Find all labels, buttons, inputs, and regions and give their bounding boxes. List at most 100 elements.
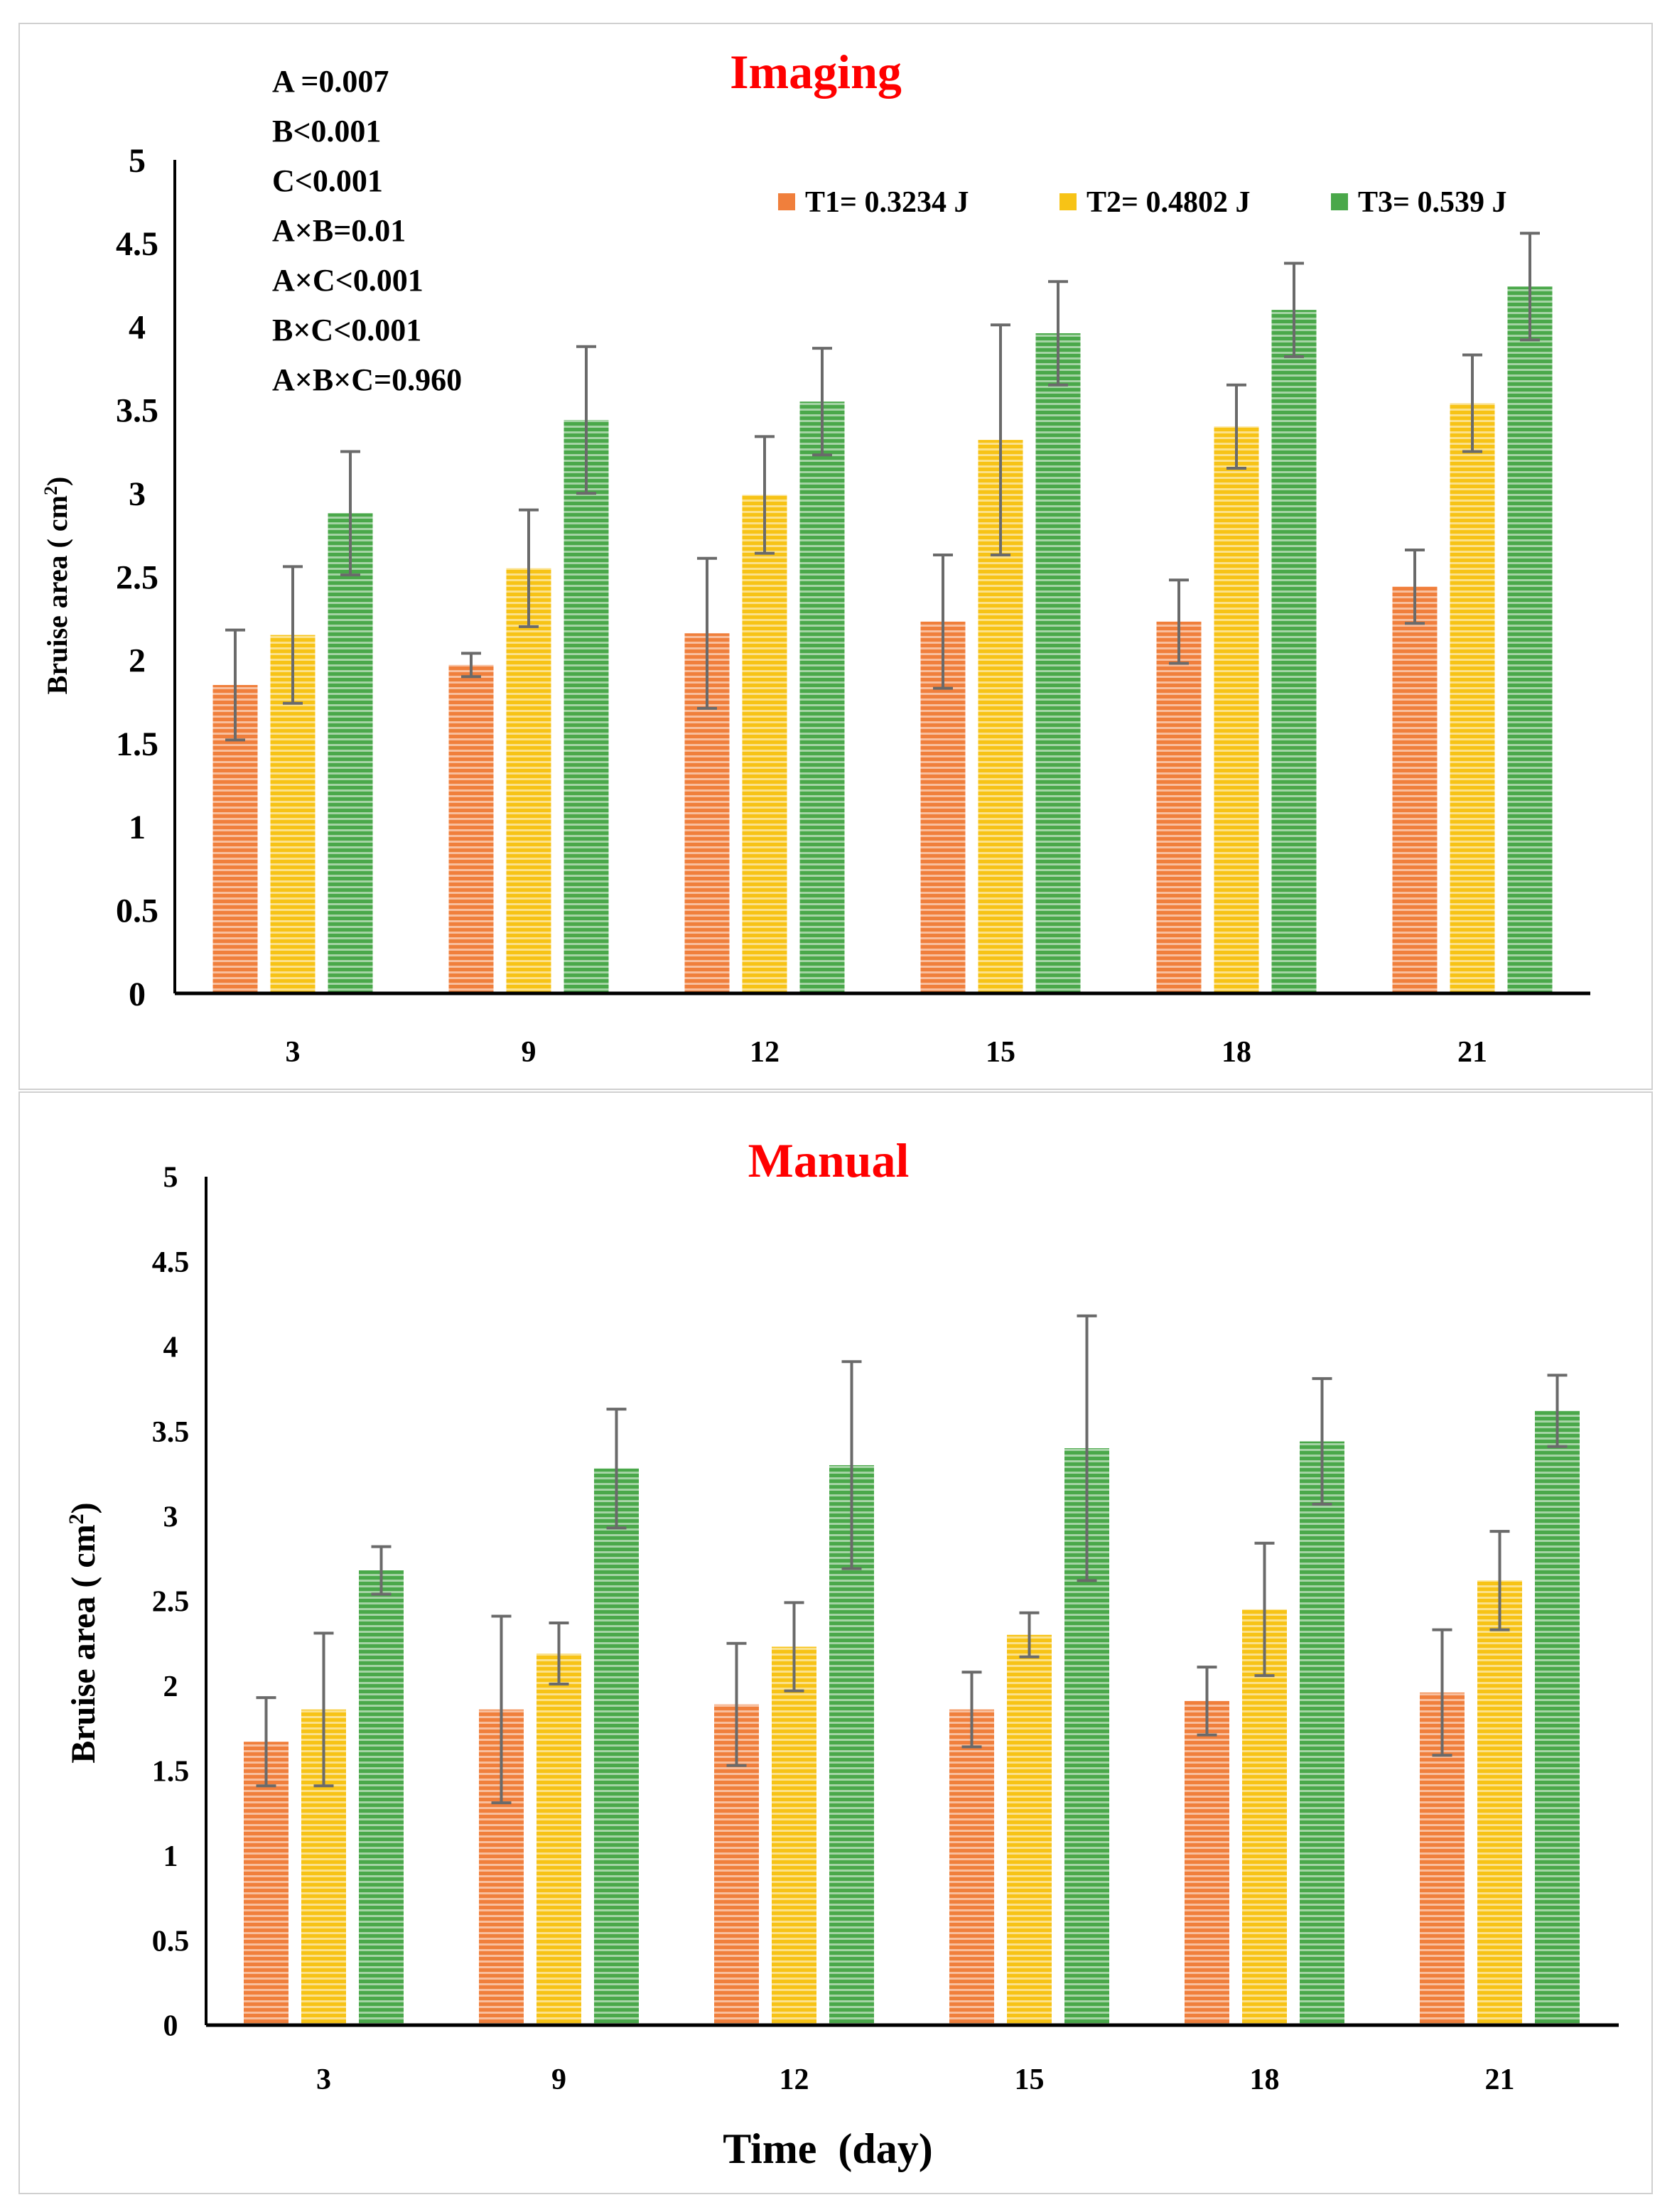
imaging-panel: Imaging A =0.007 B<0.001 C<0.001 A×B=0.0… xyxy=(18,23,1653,1090)
error-bar xyxy=(991,323,1010,557)
y-tick-label: 3.5 xyxy=(116,392,158,430)
legend-swatch-t3 xyxy=(1331,193,1348,210)
imaging-plot-area: 0 0.5 1 1.5 2 2.5 3 3.5 4 4.5 5 3 9 12 15 18 21 xyxy=(116,142,1590,1069)
bar-stripe-overlay xyxy=(328,513,373,993)
y-tick-label: 2 xyxy=(129,642,146,680)
x-tick-label: 3 xyxy=(286,1036,301,1069)
y-tick-label: 3 xyxy=(163,1501,178,1533)
error-bar xyxy=(1462,353,1482,453)
x-tick-label: 18 xyxy=(1250,2063,1280,2096)
y-tick-label: 5 xyxy=(163,1162,178,1194)
x-tick-label: 21 xyxy=(1457,1036,1487,1069)
error-bar xyxy=(1520,232,1540,342)
y-tick-label: 1 xyxy=(163,1840,178,1873)
error-bar xyxy=(841,1360,862,1570)
x-tick-label: 15 xyxy=(1015,2063,1045,2096)
error-bar xyxy=(461,652,481,679)
bar-stripe-overlay xyxy=(1477,1580,1522,2025)
error-bar xyxy=(1489,1530,1510,1631)
error-bar xyxy=(961,1671,982,1749)
error-bar xyxy=(812,347,832,457)
stat-line: A×B=0.01 xyxy=(272,213,406,248)
bar-stripe-overlay xyxy=(772,1646,816,2025)
error-bar xyxy=(726,1641,747,1767)
error-bar xyxy=(1197,1666,1217,1737)
error-bar xyxy=(1284,261,1304,358)
error-bar xyxy=(606,1408,627,1530)
manual-panel: Manual Bruise area ( cm2) Time (day) 0 0.… xyxy=(18,1091,1653,2194)
bar-stripe-overlay xyxy=(1450,403,1495,993)
x-tick-label: 21 xyxy=(1485,2063,1515,2096)
legend-label-t2: T2= 0.4802 J xyxy=(1086,186,1250,219)
bar-stripe-overlay xyxy=(536,1653,581,2025)
error-bar xyxy=(1405,548,1425,625)
y-tick-label: 0.5 xyxy=(152,1925,190,1958)
y-tick-label: 2.5 xyxy=(116,559,158,596)
error-bar xyxy=(340,450,360,577)
x-tick-label: 18 xyxy=(1222,1036,1251,1069)
stat-line: A×C<0.001 xyxy=(272,263,424,298)
bar-stripe-overlay xyxy=(244,1742,289,2025)
bar-stripe-overlay xyxy=(1507,286,1553,993)
y-tick-label: 4.5 xyxy=(152,1246,190,1279)
error-bar xyxy=(1226,383,1246,470)
bar-stripe-overlay xyxy=(359,1570,404,2025)
x-tick-label: 9 xyxy=(551,2063,566,2096)
error-bar xyxy=(491,1614,512,1805)
legend-swatch-t2 xyxy=(1059,193,1077,210)
stat-line: C<0.001 xyxy=(272,163,383,198)
y-tick-label: 1 xyxy=(129,809,146,846)
y-tick-label: 0.5 xyxy=(116,892,158,930)
error-bar xyxy=(784,1601,804,1693)
bar-stripe-overlay xyxy=(1007,1634,1052,2025)
y-axis-label: Bruise area ( cm2) xyxy=(41,477,74,695)
error-bar xyxy=(256,1696,276,1788)
bar-stripe-overlay xyxy=(1392,586,1438,993)
y-tick-label: 4 xyxy=(163,1332,178,1364)
error-bar xyxy=(371,1545,392,1596)
error-bar xyxy=(1254,1541,1275,1678)
y-tick-label: 1.5 xyxy=(116,725,158,763)
error-bar xyxy=(225,628,245,742)
y-tick-label: 3.5 xyxy=(152,1416,190,1449)
stat-line: A =0.007 xyxy=(272,64,389,99)
bar-stripe-overlay xyxy=(1535,1410,1580,2025)
y-tick-label: 0 xyxy=(129,976,146,1013)
y-tick-label: 4.5 xyxy=(116,225,158,263)
bar-stripe-overlay xyxy=(448,664,494,993)
bar-stripe-overlay xyxy=(1156,621,1202,993)
bar-stripe-overlay xyxy=(799,401,845,993)
x-tick-label: 12 xyxy=(780,2063,809,2096)
y-tick-label: 2.5 xyxy=(152,1586,190,1619)
legend-label-t1: T1= 0.3234 J xyxy=(805,186,969,219)
legend-label-t3: T3= 0.539 J xyxy=(1358,186,1506,219)
bar-stripe-overlay xyxy=(1300,1441,1344,2025)
error-bar xyxy=(755,435,775,555)
manual-chart: Manual Bruise area ( cm2) Time (day) 0 0.… xyxy=(65,1133,1619,2172)
error-bar xyxy=(1432,1628,1452,1757)
error-bar xyxy=(1169,578,1189,665)
bar-stripe-overlay xyxy=(1271,310,1317,993)
y-tick-label: 1.5 xyxy=(152,1756,190,1789)
x-tick-label: 15 xyxy=(986,1036,1015,1069)
imaging-chart: Imaging A =0.007 B<0.001 C<0.001 A×B=0.0… xyxy=(41,45,1590,1069)
error-bar xyxy=(1077,1314,1097,1582)
error-bar xyxy=(549,1622,569,1686)
y-tick-label: 0 xyxy=(163,2010,178,2043)
error-bar xyxy=(697,556,717,710)
bar-stripe-overlay xyxy=(594,1468,639,2025)
stats-block: A =0.007 B<0.001 C<0.001 A×B=0.01 A×C<0.… xyxy=(272,64,462,397)
bar-stripe-overlay xyxy=(1185,1700,1229,2025)
y-axis-label: Bruise area ( cm2) xyxy=(65,1502,103,1763)
y-tick-label: 4 xyxy=(129,308,146,346)
y-tick-label: 5 xyxy=(129,142,146,180)
error-bar xyxy=(519,508,539,628)
error-bar xyxy=(313,1631,334,1788)
bar-stripe-overlay xyxy=(1035,333,1081,993)
bar-stripe-overlay xyxy=(506,568,551,993)
y-tick-label: 2 xyxy=(163,1671,178,1703)
y-tick-label: 3 xyxy=(129,475,146,513)
bar-stripe-overlay xyxy=(742,495,787,993)
bar-stripe-overlay xyxy=(1242,1609,1287,2025)
x-tick-label: 3 xyxy=(316,2063,331,2096)
